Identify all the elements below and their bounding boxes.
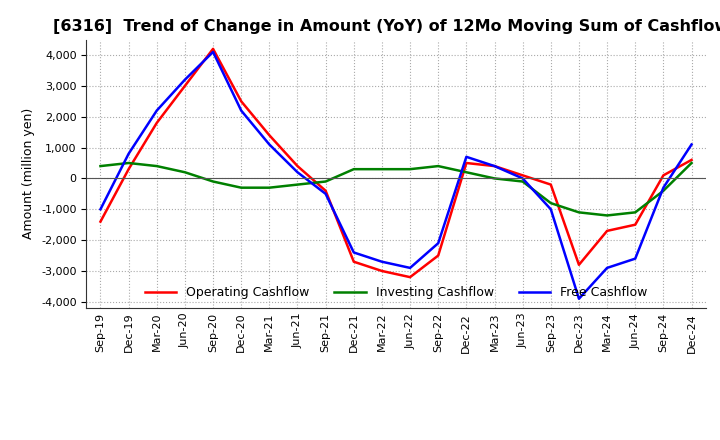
Free Cashflow [349,250,358,255]
Investing Cashflow [603,213,611,218]
Investing Cashflow [462,169,471,175]
Operating Cashflow [575,262,583,268]
Investing Cashflow [321,179,330,184]
Operating Cashflow [603,228,611,234]
Investing Cashflow [631,210,639,215]
Operating Cashflow [153,120,161,125]
Operating Cashflow [490,163,499,169]
Investing Cashflow [153,163,161,169]
Operating Cashflow [546,182,555,187]
Operating Cashflow [125,166,133,172]
Operating Cashflow [321,188,330,194]
Free Cashflow [96,207,105,212]
Free Cashflow [209,49,217,55]
Free Cashflow [125,151,133,156]
Free Cashflow [518,176,527,181]
Investing Cashflow [659,188,667,194]
Investing Cashflow [349,166,358,172]
Investing Cashflow [237,185,246,191]
Operating Cashflow [659,173,667,178]
Y-axis label: Amount (million yen): Amount (million yen) [22,108,35,239]
Free Cashflow [181,77,189,82]
Investing Cashflow [490,176,499,181]
Investing Cashflow [518,179,527,184]
Legend: Operating Cashflow, Investing Cashflow, Free Cashflow: Operating Cashflow, Investing Cashflow, … [140,282,652,304]
Operating Cashflow [406,275,415,280]
Free Cashflow [603,265,611,271]
Free Cashflow [265,142,274,147]
Investing Cashflow [293,182,302,187]
Operating Cashflow [631,222,639,227]
Line: Free Cashflow: Free Cashflow [101,52,691,299]
Investing Cashflow [406,166,415,172]
Free Cashflow [153,108,161,113]
Free Cashflow [659,185,667,191]
Investing Cashflow [181,169,189,175]
Operating Cashflow [96,219,105,224]
Investing Cashflow [125,160,133,165]
Investing Cashflow [575,210,583,215]
Free Cashflow [687,142,696,147]
Line: Operating Cashflow: Operating Cashflow [101,49,691,277]
Operating Cashflow [237,99,246,104]
Operating Cashflow [687,157,696,162]
Title: [6316]  Trend of Change in Amount (YoY) of 12Mo Moving Sum of Cashflows: [6316] Trend of Change in Amount (YoY) o… [53,19,720,34]
Free Cashflow [546,207,555,212]
Free Cashflow [575,296,583,301]
Operating Cashflow [349,259,358,264]
Operating Cashflow [293,163,302,169]
Operating Cashflow [377,268,386,274]
Free Cashflow [237,108,246,113]
Investing Cashflow [377,166,386,172]
Investing Cashflow [434,163,443,169]
Investing Cashflow [265,185,274,191]
Operating Cashflow [434,253,443,258]
Free Cashflow [377,259,386,264]
Free Cashflow [490,163,499,169]
Free Cashflow [462,154,471,159]
Investing Cashflow [96,163,105,169]
Operating Cashflow [209,46,217,51]
Free Cashflow [434,241,443,246]
Operating Cashflow [181,83,189,88]
Free Cashflow [321,191,330,197]
Investing Cashflow [687,160,696,165]
Line: Investing Cashflow: Investing Cashflow [101,163,691,216]
Investing Cashflow [546,201,555,206]
Free Cashflow [631,256,639,261]
Free Cashflow [406,265,415,271]
Operating Cashflow [518,173,527,178]
Operating Cashflow [265,132,274,138]
Investing Cashflow [209,179,217,184]
Free Cashflow [293,169,302,175]
Operating Cashflow [462,160,471,165]
